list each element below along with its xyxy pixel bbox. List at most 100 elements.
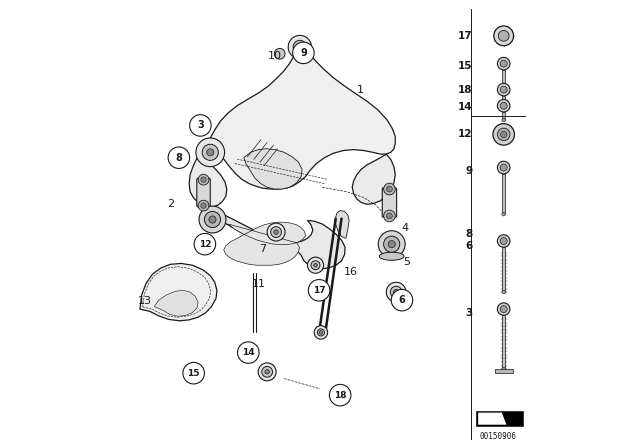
Polygon shape — [336, 211, 349, 238]
Text: 00150906: 00150906 — [480, 432, 517, 441]
Text: 14: 14 — [458, 102, 472, 112]
Text: 9: 9 — [300, 48, 307, 58]
Polygon shape — [154, 290, 198, 316]
Text: 15: 15 — [188, 369, 200, 378]
Circle shape — [265, 370, 269, 374]
Circle shape — [499, 30, 509, 41]
Circle shape — [500, 60, 507, 67]
Circle shape — [292, 42, 314, 64]
Circle shape — [383, 183, 396, 195]
Bar — [502, 96, 506, 107]
Circle shape — [378, 231, 405, 258]
Circle shape — [207, 149, 214, 156]
Text: 3: 3 — [197, 121, 204, 130]
Circle shape — [493, 124, 515, 145]
Circle shape — [198, 200, 209, 211]
Circle shape — [388, 241, 396, 248]
Circle shape — [274, 230, 278, 234]
Circle shape — [196, 138, 225, 167]
Polygon shape — [244, 149, 302, 189]
Bar — [502, 112, 506, 120]
Text: 7: 7 — [260, 244, 267, 254]
Text: 8: 8 — [465, 229, 472, 239]
Polygon shape — [207, 48, 396, 189]
Circle shape — [319, 331, 323, 334]
Bar — [502, 315, 506, 369]
Circle shape — [502, 118, 506, 122]
Circle shape — [194, 233, 216, 255]
Bar — [495, 369, 513, 373]
Circle shape — [494, 26, 513, 46]
Text: 6: 6 — [399, 295, 405, 305]
Circle shape — [502, 290, 506, 294]
Circle shape — [500, 237, 507, 245]
Text: 13: 13 — [138, 296, 152, 306]
Circle shape — [497, 235, 510, 247]
FancyBboxPatch shape — [382, 188, 397, 217]
Circle shape — [311, 261, 320, 270]
Circle shape — [497, 57, 510, 70]
Text: 14: 14 — [242, 348, 255, 357]
Circle shape — [204, 211, 221, 228]
Circle shape — [387, 282, 406, 302]
Circle shape — [497, 161, 510, 174]
Circle shape — [201, 203, 206, 208]
Circle shape — [500, 131, 507, 138]
Circle shape — [293, 40, 307, 54]
Circle shape — [502, 105, 506, 109]
Circle shape — [198, 174, 209, 185]
Ellipse shape — [380, 252, 404, 260]
Circle shape — [502, 86, 506, 90]
Text: 9: 9 — [465, 166, 472, 176]
Text: 4: 4 — [401, 224, 409, 233]
Circle shape — [497, 99, 510, 112]
Polygon shape — [478, 413, 506, 425]
Circle shape — [297, 44, 303, 50]
Bar — [476, 411, 523, 426]
Text: 11: 11 — [252, 279, 266, 289]
Text: 1: 1 — [357, 85, 364, 95]
Text: 18: 18 — [458, 86, 472, 95]
Circle shape — [500, 306, 507, 313]
Text: 3: 3 — [465, 308, 472, 318]
Bar — [502, 70, 506, 88]
Circle shape — [500, 86, 507, 93]
Circle shape — [237, 342, 259, 363]
Circle shape — [267, 223, 285, 241]
Circle shape — [307, 257, 324, 273]
Text: 6: 6 — [465, 241, 472, 250]
Text: 5: 5 — [403, 257, 410, 267]
Polygon shape — [352, 154, 396, 204]
Bar — [502, 247, 506, 292]
Circle shape — [387, 186, 392, 192]
Circle shape — [497, 128, 510, 141]
Polygon shape — [140, 263, 217, 321]
Polygon shape — [209, 207, 345, 269]
Circle shape — [317, 329, 324, 336]
Text: 17: 17 — [313, 286, 325, 295]
Text: 12: 12 — [198, 240, 211, 249]
Circle shape — [314, 263, 317, 267]
Circle shape — [202, 144, 218, 160]
Circle shape — [189, 115, 211, 136]
Circle shape — [330, 384, 351, 406]
Text: 15: 15 — [458, 61, 472, 71]
Text: 2: 2 — [167, 199, 174, 209]
Circle shape — [390, 286, 402, 298]
Text: 17: 17 — [458, 31, 472, 41]
Circle shape — [497, 83, 510, 96]
Circle shape — [497, 303, 510, 315]
Circle shape — [314, 326, 328, 339]
Text: 18: 18 — [334, 391, 346, 400]
Circle shape — [258, 363, 276, 381]
Polygon shape — [189, 143, 227, 207]
Circle shape — [383, 236, 400, 252]
Circle shape — [262, 366, 273, 377]
Polygon shape — [224, 222, 306, 265]
Bar — [502, 174, 506, 214]
Circle shape — [383, 210, 396, 222]
Circle shape — [387, 213, 392, 219]
Circle shape — [183, 362, 204, 384]
Text: 8: 8 — [175, 153, 182, 163]
Circle shape — [394, 289, 399, 295]
